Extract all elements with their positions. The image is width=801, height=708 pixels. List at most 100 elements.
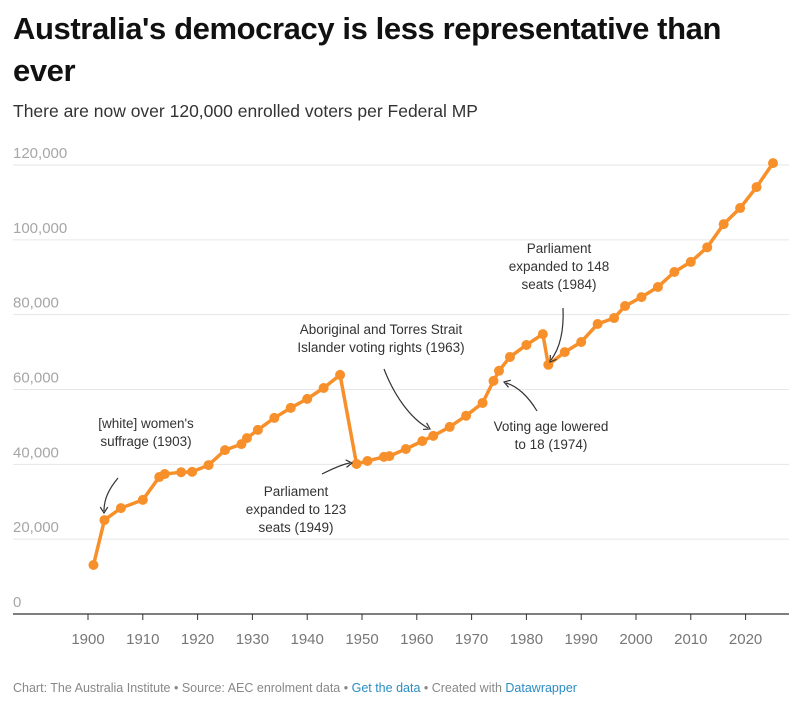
data-point bbox=[609, 313, 620, 324]
data-point bbox=[400, 443, 411, 454]
data-point bbox=[252, 424, 263, 435]
y-tick-label: 0 bbox=[13, 594, 21, 611]
y-tick-label: 80,000 bbox=[13, 295, 59, 312]
annotation: Aboriginal and Torres Strait Islander vot… bbox=[297, 322, 465, 431]
data-point bbox=[620, 301, 631, 312]
data-point bbox=[351, 458, 362, 469]
annotation-text: seats (1949) bbox=[258, 520, 333, 535]
x-tick-label: 1960 bbox=[400, 631, 433, 648]
x-tick-label: 1980 bbox=[510, 631, 543, 648]
arrowhead-icon bbox=[422, 422, 431, 431]
chart-footer: Chart: The Australia Institute • Source:… bbox=[13, 681, 577, 695]
data-point bbox=[652, 281, 663, 292]
annotation-text: to 18 (1974) bbox=[515, 437, 588, 452]
x-axis: 1900 1910 1920 1930 1940 1950 1960 1970 1980 1990… bbox=[13, 613, 789, 648]
data-point bbox=[537, 329, 548, 340]
data-point bbox=[187, 466, 198, 477]
data-point bbox=[444, 421, 455, 432]
annotation-text: Islander voting rights (1963) bbox=[297, 340, 464, 355]
data-point bbox=[335, 369, 346, 380]
y-tick-label: 100,000 bbox=[13, 220, 67, 237]
annotation: Voting age lowered to 18 (1974) bbox=[494, 379, 609, 452]
datawrapper-link[interactable]: Datawrapper bbox=[505, 681, 577, 695]
get-the-data-link[interactable]: Get the data bbox=[351, 681, 421, 695]
data-point bbox=[768, 158, 778, 169]
arrowhead-icon bbox=[549, 354, 557, 363]
source-text: Source: AEC enrolment data bbox=[181, 681, 341, 695]
chart-title: Australia's democracy is less representa… bbox=[13, 11, 722, 88]
data-point bbox=[718, 219, 729, 230]
data-point bbox=[159, 469, 170, 480]
annotation-text: Parliament bbox=[264, 484, 329, 499]
line-chart: 020,00040,00060,00080,000100,000120,000 … bbox=[13, 145, 789, 648]
series-line-path bbox=[91, 161, 775, 567]
annotation: Parliament expanded to 148 seats (1984) bbox=[509, 241, 610, 363]
separator: • bbox=[340, 681, 352, 695]
data-point bbox=[461, 410, 472, 421]
data-point bbox=[636, 292, 647, 303]
y-axis-labels: 0 20,000 40,000 60,000 80,000 100,000 120,000 bbox=[13, 145, 67, 611]
annotation-arrow bbox=[103, 477, 119, 512]
data-point bbox=[176, 467, 187, 478]
data-point bbox=[669, 267, 680, 278]
x-tick-label: 1920 bbox=[181, 631, 214, 648]
x-tick-label: 2020 bbox=[729, 631, 762, 648]
annotation-arrow bbox=[321, 462, 351, 475]
data-point bbox=[559, 347, 570, 358]
data-point bbox=[203, 460, 214, 471]
y-tick-label: 120,000 bbox=[13, 145, 67, 162]
annotation-text: suffrage (1903) bbox=[100, 434, 191, 449]
data-point bbox=[115, 503, 126, 514]
data-point bbox=[220, 445, 230, 456]
x-tick-label: 1990 bbox=[565, 631, 598, 648]
data-point bbox=[417, 436, 428, 447]
data-point bbox=[318, 383, 329, 394]
x-tick-label: 1940 bbox=[291, 631, 324, 648]
x-tick-label: 1900 bbox=[71, 631, 104, 648]
data-point bbox=[702, 242, 713, 253]
x-tick-label: 1970 bbox=[455, 631, 488, 648]
created-with-text: Created with bbox=[431, 681, 506, 695]
annotation-text: seats (1984) bbox=[521, 277, 596, 292]
data-point bbox=[504, 351, 515, 362]
data-point bbox=[384, 451, 395, 462]
data-point bbox=[99, 515, 110, 526]
data-point bbox=[302, 393, 313, 404]
annotation-text: expanded to 148 bbox=[509, 259, 610, 274]
annotation-arrow bbox=[383, 368, 429, 429]
annotation-text: Parliament bbox=[527, 241, 592, 256]
series-line bbox=[88, 158, 778, 570]
annotation-text: expanded to 123 bbox=[246, 502, 347, 517]
annotation-arrow bbox=[550, 307, 564, 361]
data-point bbox=[362, 455, 373, 466]
x-tick-label: 1910 bbox=[126, 631, 159, 648]
annotation-arrow bbox=[505, 382, 538, 412]
data-point bbox=[269, 412, 280, 423]
x-tick-label: 2000 bbox=[619, 631, 652, 648]
data-point bbox=[488, 375, 499, 386]
data-point bbox=[285, 402, 296, 413]
annotation: [white] women's suffrage (1903) bbox=[98, 416, 194, 515]
data-point bbox=[137, 494, 148, 505]
data-point bbox=[428, 430, 439, 441]
arrowhead-icon bbox=[345, 459, 354, 468]
annotation-text: [white] women's bbox=[98, 416, 194, 431]
data-point bbox=[477, 397, 488, 408]
data-point bbox=[735, 203, 746, 214]
annotation-text: Voting age lowered bbox=[494, 419, 609, 434]
arrowhead-icon bbox=[99, 506, 109, 515]
chart-credit: Chart: The Australia Institute bbox=[13, 681, 171, 695]
data-point bbox=[592, 319, 603, 330]
gridlines bbox=[13, 164, 789, 540]
data-point bbox=[685, 256, 696, 267]
chart-subtitle: There are now over 120,000 enrolled vote… bbox=[13, 101, 478, 121]
separator: • bbox=[420, 681, 432, 695]
y-tick-label: 20,000 bbox=[13, 519, 59, 536]
y-tick-label: 40,000 bbox=[13, 444, 59, 461]
annotation: Parliament expanded to 123 seats (1949) bbox=[246, 459, 354, 535]
data-point bbox=[576, 336, 587, 347]
x-tick-label: 2010 bbox=[674, 631, 707, 648]
x-tick-label: 1930 bbox=[236, 631, 269, 648]
arrowhead-icon bbox=[502, 379, 511, 388]
annotation-text: Aboriginal and Torres Strait bbox=[300, 322, 463, 337]
